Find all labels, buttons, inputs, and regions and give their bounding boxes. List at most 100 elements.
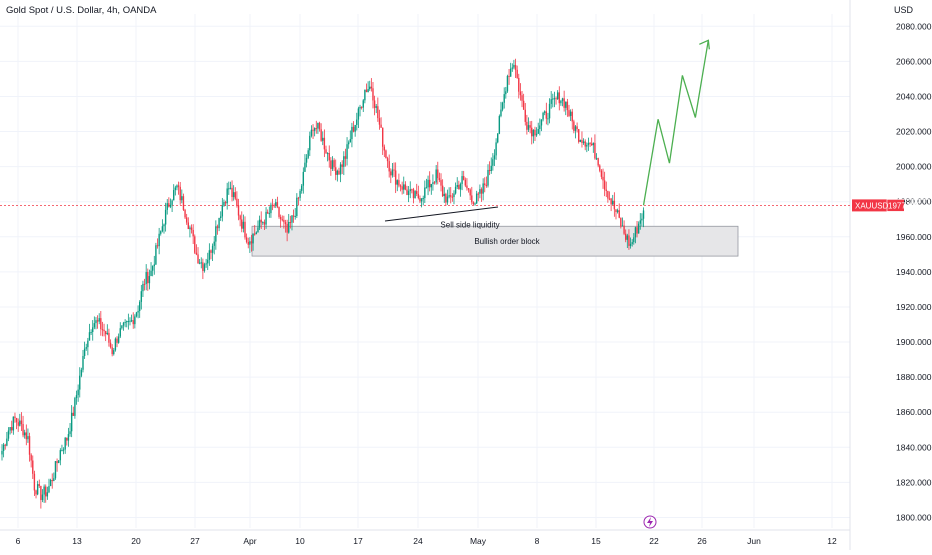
candle-body xyxy=(447,197,448,203)
candle-body xyxy=(392,170,393,176)
candle-body xyxy=(124,322,125,323)
candle-body xyxy=(520,92,521,96)
candle-body xyxy=(189,227,190,229)
candle-body xyxy=(589,143,590,144)
candle-body xyxy=(158,234,159,246)
candle-body xyxy=(291,216,292,223)
candle-body xyxy=(576,126,577,129)
candle-body xyxy=(312,130,313,131)
candle-body xyxy=(405,184,406,189)
candle-body xyxy=(5,445,6,446)
candle-body xyxy=(39,484,40,486)
x-tick-label: 24 xyxy=(413,536,423,546)
x-tick-label: 13 xyxy=(72,536,82,546)
candle-body xyxy=(434,182,435,183)
candle-body xyxy=(400,186,401,187)
candle-body xyxy=(395,170,396,184)
candle-body xyxy=(604,180,605,189)
candle-body xyxy=(215,226,216,241)
candle-body xyxy=(640,220,641,223)
candle-body xyxy=(599,165,600,170)
candle-body xyxy=(440,180,441,186)
y-tick-label: 1900.000 xyxy=(896,337,932,347)
candle-body xyxy=(94,323,95,327)
candle-body xyxy=(529,125,530,128)
candle-body xyxy=(408,191,409,195)
candle-body xyxy=(442,186,443,196)
candle-body xyxy=(103,330,104,331)
candle-body xyxy=(497,134,498,143)
candle-body xyxy=(249,241,250,244)
candle-body xyxy=(35,490,36,494)
candle-body xyxy=(235,192,236,199)
candle-body xyxy=(359,107,360,109)
candle-body xyxy=(314,128,315,131)
candle-body xyxy=(555,98,556,99)
candle-body xyxy=(324,138,325,150)
candle-body xyxy=(21,421,22,424)
candle-body xyxy=(401,186,402,189)
y-tick-label: 1960.000 xyxy=(896,232,932,242)
candle-body xyxy=(521,95,522,101)
candle-body xyxy=(453,193,454,197)
candle-body xyxy=(623,226,624,234)
candle-body xyxy=(8,431,9,439)
candle-body xyxy=(568,110,569,116)
candle-body xyxy=(594,143,595,158)
candle-body xyxy=(82,356,83,370)
candle-body xyxy=(73,413,74,416)
candle-body xyxy=(220,216,221,218)
candle-body xyxy=(620,218,621,227)
candle-body xyxy=(273,205,274,206)
candle-body xyxy=(123,323,124,326)
candle-body xyxy=(136,312,137,316)
candle-body xyxy=(542,113,543,120)
candle-body xyxy=(484,183,485,185)
candle-body xyxy=(52,480,53,481)
candle-body xyxy=(295,216,296,217)
chart-title: Gold Spot / U.S. Dollar, 4h, OANDA xyxy=(6,5,156,16)
candle-body xyxy=(79,376,80,390)
candle-body xyxy=(176,185,177,187)
candle-body xyxy=(390,171,391,175)
candle-body xyxy=(414,191,415,198)
y-tick-label: 2020.000 xyxy=(896,127,932,137)
candle-body xyxy=(301,186,302,191)
candle-body xyxy=(586,145,587,146)
candle-body xyxy=(299,191,300,198)
candle-body xyxy=(204,264,205,271)
candle-body xyxy=(30,455,31,461)
candle-body xyxy=(239,215,240,219)
candle-body xyxy=(100,318,101,329)
candle-body xyxy=(465,180,466,186)
candle-body xyxy=(596,158,597,159)
candle-body xyxy=(508,76,509,77)
y-tick-label: 2080.000 xyxy=(896,21,932,31)
candle-body xyxy=(617,210,618,212)
candle-body xyxy=(97,320,98,321)
candle-body xyxy=(641,219,642,221)
candle-body xyxy=(403,184,404,189)
candle-body xyxy=(95,320,96,323)
candle-body xyxy=(37,484,38,494)
candle-body xyxy=(320,129,321,140)
candle-body xyxy=(606,190,607,191)
candle-body xyxy=(481,189,482,193)
candle-body xyxy=(406,190,407,195)
candle-body xyxy=(163,225,164,227)
candle-body xyxy=(327,153,328,154)
candle-body xyxy=(275,202,276,206)
sell-side-liquidity-label: Sell side liquidity xyxy=(440,221,499,230)
candle-body xyxy=(209,250,210,260)
candle-body xyxy=(525,110,526,122)
candle-body xyxy=(486,185,487,186)
last-price-label: 1977.895 xyxy=(888,201,922,210)
sell-side-liquidity-trendline xyxy=(385,207,498,221)
candle-body xyxy=(120,328,121,336)
candle-body xyxy=(450,195,451,196)
candle-body xyxy=(431,184,432,187)
candle-body xyxy=(45,487,46,497)
candle-body xyxy=(316,128,317,129)
